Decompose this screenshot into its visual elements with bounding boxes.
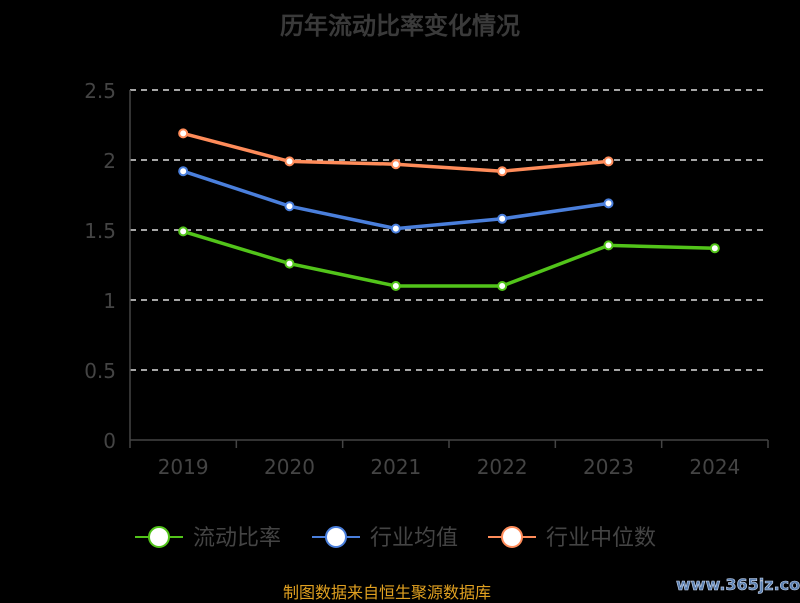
data-point bbox=[497, 166, 508, 177]
legend-label: 流动比率 bbox=[193, 526, 281, 551]
y-tick-label: 1.5 bbox=[84, 219, 116, 243]
x-tick-label: 2020 bbox=[264, 455, 315, 479]
data-point bbox=[603, 156, 614, 167]
data-point bbox=[603, 240, 614, 251]
y-tick-label: 1 bbox=[103, 289, 116, 313]
data-point bbox=[178, 166, 189, 177]
y-tick-label: 0.5 bbox=[84, 359, 116, 383]
data-point bbox=[497, 213, 508, 224]
data-point bbox=[284, 258, 295, 269]
legend-marker bbox=[501, 526, 523, 548]
legend-marker bbox=[148, 526, 170, 548]
legend-label: 行业均值 bbox=[370, 526, 458, 551]
data-point bbox=[284, 156, 295, 167]
data-point bbox=[603, 198, 614, 209]
series-line bbox=[182, 229, 715, 288]
data-point bbox=[178, 226, 189, 237]
y-tick-label: 0 bbox=[103, 429, 116, 453]
data-point bbox=[390, 223, 401, 234]
x-tick-label: 2022 bbox=[477, 455, 528, 479]
legend-label: 行业中位数 bbox=[546, 526, 656, 551]
x-tick-label: 2024 bbox=[689, 455, 740, 479]
data-point bbox=[178, 128, 189, 139]
source-note: 制图数据来自恒生聚源数据库 bbox=[283, 583, 492, 602]
data-point bbox=[390, 159, 401, 170]
chart-title: 历年流动比率变化情况 bbox=[280, 12, 520, 40]
legend-marker bbox=[325, 526, 347, 548]
x-tick-label: 2023 bbox=[583, 455, 634, 479]
y-tick-label: 2 bbox=[103, 149, 116, 173]
data-point bbox=[709, 243, 720, 254]
data-point bbox=[390, 281, 401, 291]
watermark: www.365jz.com bbox=[676, 575, 800, 595]
series-line bbox=[182, 169, 609, 231]
x-tick-label: 2021 bbox=[370, 455, 421, 479]
y-tick-label: 2.5 bbox=[84, 79, 116, 103]
data-point bbox=[497, 281, 508, 291]
x-tick-label: 2019 bbox=[158, 455, 209, 479]
data-point bbox=[284, 201, 295, 212]
